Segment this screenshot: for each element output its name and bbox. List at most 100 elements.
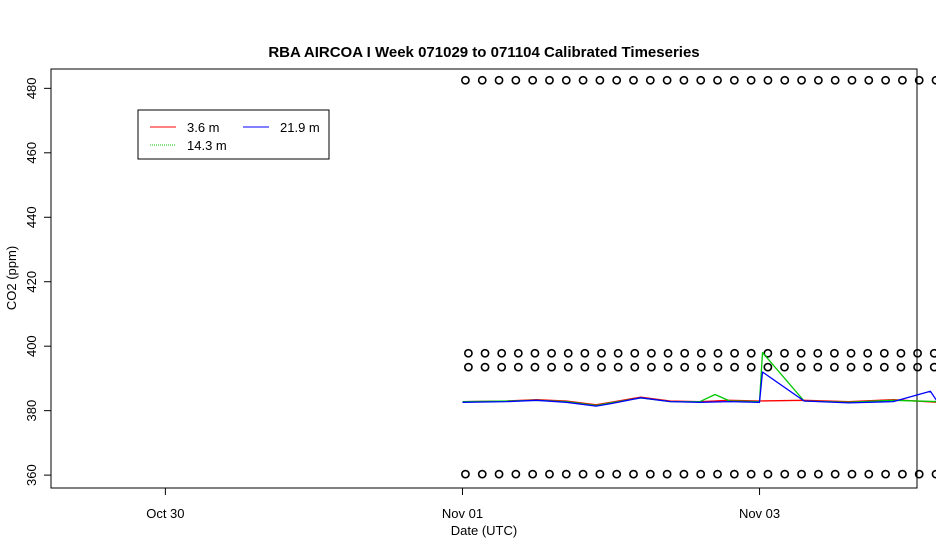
marker-point [929, 362, 936, 372]
marker-point [898, 469, 907, 479]
marker-point [680, 362, 690, 372]
marker-point [464, 348, 473, 358]
marker-point [696, 469, 706, 479]
y-tick-label: 480 [24, 77, 39, 99]
y-tick-label: 380 [24, 400, 39, 422]
marker-point [913, 348, 922, 358]
marker-point [679, 469, 689, 479]
marker-point [561, 469, 571, 479]
marker-point [513, 362, 523, 372]
marker-point [477, 75, 487, 85]
marker-point [729, 469, 739, 479]
marker-point [547, 348, 556, 358]
marker-point [578, 469, 588, 479]
marker-point [713, 469, 722, 479]
marker-point [813, 469, 823, 479]
marker-point [830, 469, 840, 479]
marker-point [613, 348, 623, 358]
marker-point [881, 469, 890, 479]
marker-point [847, 75, 857, 85]
marker-point [780, 362, 789, 372]
marker-point [879, 348, 889, 358]
marker-point [679, 75, 689, 85]
marker-point [647, 362, 656, 372]
y-tick-label: 460 [24, 142, 39, 164]
series-lines [462, 351, 936, 407]
marker-point [547, 362, 556, 372]
marker-point [864, 469, 874, 479]
marker-point [863, 348, 873, 358]
marker-point [612, 469, 622, 479]
marker-point [929, 348, 936, 358]
chart-title: RBA AIRCOA I Week 071029 to 071104 Calib… [268, 44, 699, 61]
marker-point [612, 75, 622, 85]
marker-point [595, 75, 605, 85]
marker-point [580, 362, 590, 372]
marker-point [847, 469, 857, 479]
marker-point [780, 469, 790, 479]
plot-frame [50, 68, 918, 489]
marker-point [763, 469, 773, 479]
marker-point [830, 362, 839, 372]
y-axis: 360 380 400 420 440 460 480 [24, 77, 51, 486]
y-tick-label: 440 [24, 206, 39, 228]
marker-point [713, 75, 722, 85]
marker-point [813, 362, 823, 372]
marker-point [530, 362, 540, 372]
marker-point [494, 469, 504, 479]
marker-point [629, 75, 638, 85]
marker-point [914, 469, 924, 479]
marker-point [578, 75, 588, 85]
legend-label-21-9m: 21.9 m [280, 120, 320, 135]
marker-point [528, 75, 538, 85]
marker-point [696, 348, 706, 358]
x-tick-label: Nov 01 [442, 506, 483, 521]
marker-point [846, 348, 856, 358]
marker-point [879, 362, 889, 372]
marker-point [746, 469, 756, 479]
marker-point [896, 348, 906, 358]
x-tick-label: Nov 03 [739, 506, 780, 521]
y-tick-label: 360 [24, 464, 39, 486]
x-axis-label: Date (UTC) [451, 523, 517, 538]
y-tick-label: 420 [24, 271, 39, 293]
marker-point [528, 469, 538, 479]
marker-point [545, 75, 554, 85]
marker-point [931, 75, 936, 85]
marker-point [796, 362, 806, 372]
marker-point [461, 75, 470, 85]
marker-point [863, 362, 873, 372]
marker-point [696, 362, 706, 372]
legend-box [137, 109, 330, 160]
marker-point [763, 75, 773, 85]
marker-point [630, 362, 640, 372]
marker-point [830, 348, 839, 358]
marker-point [730, 348, 739, 358]
marker-point [780, 348, 789, 358]
marker-point [563, 362, 573, 372]
marker-point [494, 75, 504, 85]
marker-point [663, 362, 673, 372]
marker-point [630, 348, 640, 358]
marker-point [713, 348, 723, 358]
marker-point [662, 75, 672, 85]
marker-point [513, 348, 523, 358]
marker-point [729, 75, 739, 85]
marker-point [763, 362, 773, 372]
marker-point [461, 469, 470, 479]
series-line-21-9-m [462, 371, 936, 407]
legend: 3.6 m 14.3 m 21.9 m [137, 109, 330, 160]
marker-point [645, 75, 655, 85]
marker-point [746, 75, 756, 85]
marker-point [763, 348, 773, 358]
marker-point [813, 75, 823, 85]
marker-point [780, 75, 790, 85]
series-line-14-3-m [462, 351, 936, 407]
marker-point [545, 469, 554, 479]
marker-point [563, 348, 573, 358]
marker-point [497, 348, 507, 358]
marker-point [730, 362, 739, 372]
marker-point [595, 469, 605, 479]
marker-point [645, 469, 655, 479]
